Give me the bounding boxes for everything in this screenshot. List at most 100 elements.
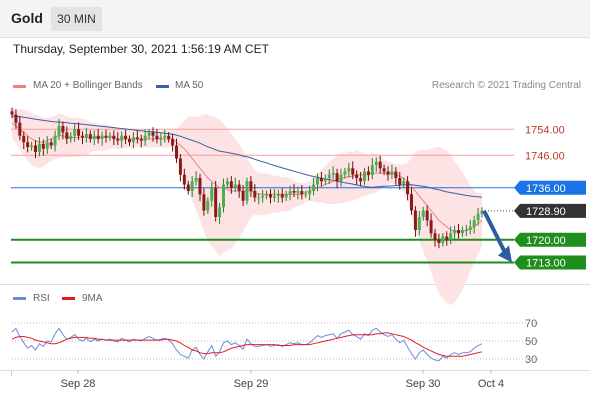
candle-body: [61, 126, 65, 133]
candle-body: [88, 134, 92, 139]
candle-body: [296, 191, 300, 193]
candle-body: [429, 220, 433, 234]
candle-body: [14, 114, 18, 123]
candle-body: [73, 129, 77, 136]
candle-body: [190, 181, 194, 191]
candle-body: [410, 194, 413, 211]
candle-body: [355, 174, 359, 178]
candle-body: [26, 142, 30, 148]
candle-body: [175, 145, 178, 159]
forecast-arrow: [482, 209, 507, 254]
x-tick-label: Sep 30: [406, 378, 441, 390]
candle-body: [464, 230, 468, 231]
candle-body: [378, 161, 382, 169]
price-level-label: 1736.00: [526, 183, 566, 195]
candle-body: [233, 184, 237, 188]
candle-body: [108, 135, 112, 138]
candle-body: [449, 233, 453, 240]
candle-body: [202, 194, 206, 211]
candle-body: [241, 191, 245, 201]
candle-body: [284, 194, 288, 198]
candle-body: [335, 173, 339, 182]
candle-body: [198, 178, 202, 195]
price-level-tag-pivot: [514, 180, 586, 195]
rsi-tick-label: 70: [525, 318, 537, 330]
title-bar: Gold 30 MIN: [0, 0, 590, 38]
candle-body: [472, 220, 476, 227]
candle-body: [476, 213, 480, 221]
candle-body: [366, 171, 370, 175]
rsi-tick-label: 50: [525, 336, 537, 348]
candle-body: [210, 187, 214, 201]
candle-body: [147, 132, 151, 136]
candle-body: [69, 135, 73, 139]
candle-body: [151, 132, 155, 136]
candle-body: [323, 178, 327, 182]
candle-body: [308, 191, 312, 195]
candle-body: [386, 171, 390, 175]
candle-body: [433, 233, 437, 240]
candle-body: [249, 181, 253, 191]
candle-body: [359, 178, 363, 182]
candle-body: [92, 135, 96, 139]
candle-body: [37, 143, 41, 152]
candle-body: [269, 194, 272, 198]
rsi-ma-line: [11, 332, 483, 357]
candle-body: [77, 129, 81, 136]
candle-body: [390, 171, 394, 175]
candle-body: [155, 135, 159, 139]
candle-body: [319, 178, 323, 182]
price-level-label: 1713.00: [526, 258, 566, 270]
candle-body: [178, 158, 182, 175]
candle-body: [441, 236, 445, 243]
candle-body: [65, 132, 69, 139]
candle-body: [171, 139, 175, 146]
rsi-line: [11, 327, 483, 362]
candle-body: [413, 210, 417, 230]
candle-body: [339, 174, 343, 182]
candle-body: [159, 137, 163, 139]
candle-body: [222, 184, 225, 208]
candle-body: [382, 168, 386, 172]
candle-body: [96, 135, 100, 139]
candle-body: [312, 184, 316, 191]
candle-body: [394, 171, 398, 178]
candle-body: [370, 165, 374, 175]
candle-body: [139, 139, 143, 141]
candle-body: [292, 191, 296, 193]
x-tick-label: Oct 4: [478, 378, 504, 390]
candle-body: [131, 137, 135, 143]
candle-body: [351, 168, 355, 175]
candle-body: [163, 135, 167, 138]
copyright-label: Research © 2021 Trading Central: [431, 80, 581, 91]
candle-body: [304, 194, 308, 196]
candle-body: [453, 230, 457, 234]
candle-body: [272, 195, 276, 198]
price-level-label: 1754.00: [525, 124, 565, 136]
candle-body: [480, 210, 484, 214]
candle-body: [116, 139, 120, 141]
candle-body: [417, 217, 421, 230]
candle-body: [288, 191, 292, 195]
candle-body: [206, 200, 210, 211]
x-tick-label: Sep 28: [61, 378, 96, 390]
instrument-name: Gold: [11, 10, 43, 26]
candle-body: [49, 142, 53, 146]
candle-body: [128, 139, 131, 143]
candle-body: [214, 187, 218, 217]
price-level-label: 1746.00: [525, 150, 565, 162]
candle-body: [45, 142, 49, 149]
price-level-tag-current: [514, 203, 586, 218]
candle-body: [398, 178, 402, 185]
bollinger-band: [12, 106, 482, 306]
timeframe-button[interactable]: 30 MIN: [51, 7, 102, 31]
candle-body: [182, 174, 186, 185]
candle-body: [331, 173, 335, 175]
candle-body: [22, 135, 26, 143]
candle-body: [425, 210, 429, 221]
ma50-legend-swatch: [156, 85, 169, 88]
candle-body: [300, 191, 304, 195]
rsi-ma-legend-swatch: [62, 297, 75, 300]
rsi-ma-legend-label: 9MA: [82, 293, 103, 304]
candle-body: [41, 143, 45, 149]
